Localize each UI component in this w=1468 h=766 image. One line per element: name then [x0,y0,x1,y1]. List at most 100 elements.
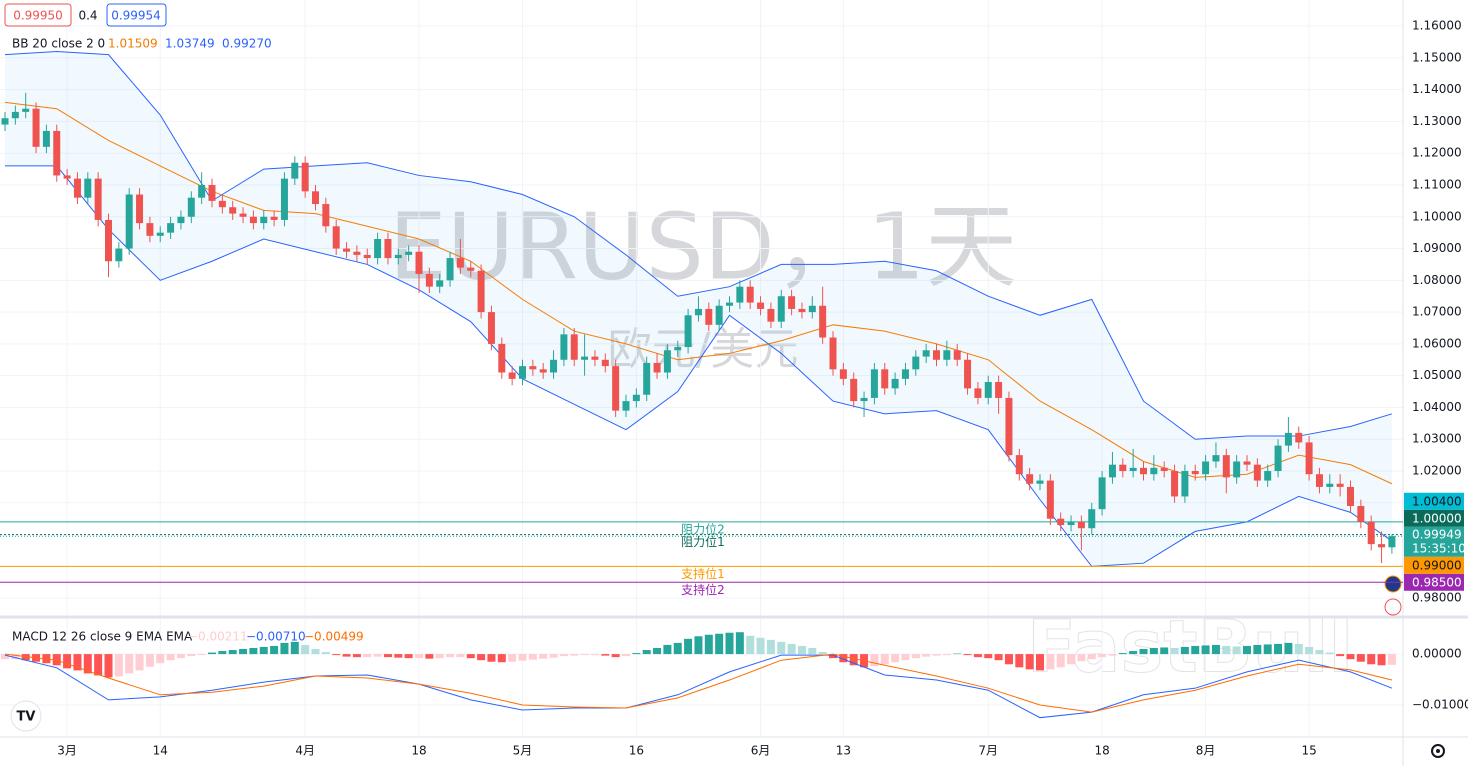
histogram-bar [849,654,858,666]
histogram-bar [1129,651,1138,655]
candle-body [198,184,206,198]
histogram-bar [145,654,154,667]
histogram-bar [1077,654,1086,662]
histogram-bar [1274,643,1283,655]
candle-body [1388,536,1396,548]
y-tick-label: 1.10000 [1412,209,1462,223]
x-tick-label: 5月 [513,744,533,758]
histogram-bar [1201,645,1210,655]
histogram-bar [901,654,910,661]
candle-body [187,197,195,217]
level-name: 支持位2 [681,582,725,597]
candle-body [42,130,50,147]
indicator-label: BB 20 close 2 0 [12,37,105,51]
settings-icon[interactable] [1431,744,1445,758]
histogram-bar [622,654,630,657]
candle-body [860,397,868,402]
y-tick-label: 1.04000 [1412,400,1462,414]
candle-body [1284,432,1292,446]
candle-body [1140,467,1147,475]
candle-body [467,267,475,271]
candle-body [1150,467,1158,475]
histogram-bar [187,654,196,657]
watermark-subtitle: 欧元/美元 [608,324,799,375]
axis-label-bg [1404,492,1464,510]
histogram-bar [508,654,517,662]
candle-body [591,356,599,360]
y-tick-label: 1.09000 [1412,241,1462,255]
histogram-bar [766,639,775,655]
histogram-bar [104,654,113,678]
candle-body [912,356,920,370]
histogram-bar [1015,654,1024,668]
candle-body [1378,544,1386,548]
candle-body [850,378,858,402]
histogram-bar [715,633,724,655]
candle-body [974,388,982,398]
histogram-bar [1336,654,1345,657]
candle-body [933,350,940,360]
histogram-bar [911,654,920,659]
y-tick-label: 1.14000 [1412,82,1462,96]
y-tick-label: 1.05000 [1412,368,1462,382]
candle-body [394,254,402,259]
histogram-bar [787,643,796,655]
x-tick-label: 7月 [978,744,998,758]
candle-body [829,337,837,370]
histogram-bar [156,654,165,664]
candle-body [94,178,102,220]
histogram-bar [829,654,837,659]
candle-body [1233,461,1241,478]
axis-label-bg [1404,556,1464,574]
histogram-bar [135,654,144,671]
histogram-bar [756,637,765,655]
candle-body [32,108,40,147]
candle-body [477,270,485,313]
histogram-bar [922,654,931,657]
candle-body [1274,445,1282,472]
candle-body [726,302,733,306]
histogram-bar [270,645,279,655]
histogram-bar [497,654,506,663]
y-tick-label: 1.08000 [1412,273,1462,287]
macd-line [4,653,1393,713]
candle-body [1243,461,1251,465]
axis-label-bg [1404,509,1464,527]
candle-body [1015,455,1023,475]
histogram-bar [777,641,786,655]
histogram-bar [1170,647,1179,655]
ask: 0.99954 [111,9,161,23]
histogram-bar [1087,654,1096,660]
histogram-bar [518,654,527,661]
y-tick-label: 1.11000 [1412,177,1462,191]
histogram-bar [1046,654,1055,670]
candle-body [1326,483,1334,487]
histogram-bar [1025,654,1034,670]
histogram-bar [228,650,237,655]
histogram-bar [1346,654,1355,660]
y-tick-label: 1.16000 [1412,19,1462,33]
y-tick-label: 1.02000 [1412,464,1462,478]
candle-body [953,350,961,360]
candle-body [280,178,288,220]
candle-body [1026,474,1034,484]
candle-body [1129,467,1137,472]
y-tick-label: 1.13000 [1412,114,1462,128]
candle-body [1108,464,1116,478]
histogram-bar [1315,650,1324,655]
candle-body [570,334,578,360]
histogram-bar [653,647,662,655]
candle-body [1119,464,1127,472]
histogram-bar [166,654,175,661]
candle-body [446,258,454,281]
spread: 0.4 [78,9,97,23]
watermark: EURUSD，1天 [389,193,1018,300]
histogram-bar [363,654,372,658]
histogram-bar [125,654,134,674]
candle-body [249,216,257,224]
histogram-bar [435,654,444,659]
histogram-bar [663,644,672,655]
candle-body [1181,471,1189,497]
histogram-bar [580,654,589,656]
